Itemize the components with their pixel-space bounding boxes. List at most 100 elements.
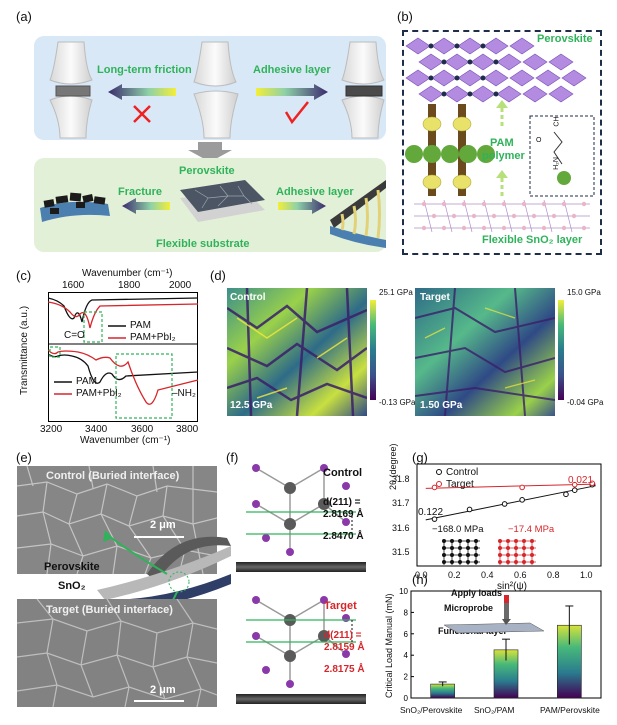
crystal-target-d: d(211) =: [324, 630, 362, 641]
g-ytick: 31.6: [392, 523, 410, 533]
sem-target-image: [17, 599, 217, 707]
adhesive-bottom-label: Adhesive layer: [276, 186, 354, 198]
stress-chart-wrap: [409, 460, 609, 575]
h-category-label: SnO₂/PAM: [474, 705, 515, 715]
c-legend-bottom-pam: PAM: [76, 376, 97, 387]
h-category-label: SnO₂/Perovskite: [400, 705, 463, 715]
g-xtick: 0.0: [415, 570, 428, 580]
h-ytick-label: 2: [404, 673, 409, 682]
afm-target-value: 1.50 GPa: [420, 400, 463, 411]
g-xtick: 0.2: [448, 570, 461, 580]
sno2-layer-label: Flexible SnO₂ layer: [482, 234, 583, 246]
target-lattice-grid: [496, 538, 540, 573]
critical-load-chart: 0 2 4 6 8 10: [399, 587, 602, 703]
device-perovskite-label: Perovskite: [44, 561, 100, 573]
g-xlabel: sin²(ψ): [497, 581, 527, 592]
g-ytick: 31.8: [392, 474, 410, 484]
panel-b: [402, 30, 602, 255]
healthy-joint: [193, 41, 239, 139]
g-point-0: [519, 497, 525, 503]
target-colorbar: [558, 300, 564, 400]
afm-target-max: 15.0 GPa: [567, 288, 601, 297]
film-control-bar: [236, 562, 366, 572]
mol-o: O: [536, 137, 542, 144]
fractured-film: [40, 192, 110, 222]
panel-a: [30, 30, 390, 255]
crystal-target: [236, 584, 366, 694]
g-stress-control: −168.0 MPa: [432, 524, 484, 535]
afm-control-value: 12.5 GPa: [230, 400, 273, 411]
g-ytick: 31.5: [392, 547, 410, 557]
sem-target-title: Target (Buried interface): [46, 604, 173, 616]
fracture-label: Fracture: [118, 186, 163, 198]
perovskite-lattice: [405, 37, 587, 103]
g-point-0: [563, 491, 569, 498]
check-icon: [284, 101, 309, 125]
device-sno2-label: SnO₂: [58, 580, 86, 592]
c-bottom-axis-title: Wavenumber (cm⁻¹): [80, 435, 171, 446]
ftir-pam-top: [47, 297, 199, 323]
g-legend-marker-target: [436, 481, 442, 487]
panel-c-label: (c): [16, 268, 32, 283]
crystal-target-d2: 2.8175 Å: [324, 664, 365, 675]
afm-control-min: -0.13 GPa: [379, 398, 416, 407]
c-top-tick: 2000: [169, 280, 192, 291]
c-legend-top-pampbi2: PAM+PbI₂: [130, 332, 176, 343]
panel-f-label: (f): [226, 450, 239, 465]
g-xtick: 0.6: [514, 570, 527, 580]
c-ylabel: Transmittance (a.u.): [19, 305, 31, 396]
panel-a-art: [34, 36, 386, 252]
c-legend-bottom-pampbi2: PAM+PbI₂: [76, 388, 122, 399]
g-plot-frame: [416, 463, 602, 567]
scale-bottom-label: 2 μm: [150, 684, 176, 696]
probe-inset: [440, 595, 550, 640]
microprobe-label: Microprobe: [444, 603, 494, 613]
ftir-pampbi2-bottom: [47, 349, 199, 405]
c-bottom-tick: 3400: [85, 424, 108, 435]
afm-control-label: Control: [230, 292, 266, 303]
crystal-control-d: d(211) =: [323, 497, 361, 508]
c-bottom-tick: 3200: [40, 424, 63, 435]
panel-b-label: (b): [397, 9, 413, 24]
crystal-control-title: Control: [323, 467, 363, 479]
perovskite-label-b: Perovskite: [537, 33, 593, 45]
sem-control-title: Control (Buried interface): [46, 470, 180, 482]
h-ylabel: Critical Load Manual (mN): [384, 593, 394, 698]
c-bottom-tick: 3600: [131, 424, 154, 435]
g-point-1: [589, 480, 596, 487]
h-ytick-label: 6: [404, 630, 409, 639]
crystal-target-title: Target: [324, 600, 357, 612]
g-point-0: [501, 501, 508, 507]
crystal-control-d2: 2.8470 Å: [323, 531, 364, 542]
g-xtick: 1.0: [580, 570, 593, 580]
control-colorbar: [370, 300, 376, 400]
substrate-label: Flexible substrate: [156, 238, 250, 250]
pam-label: PAM: [490, 137, 514, 149]
panel-h-label: (h): [412, 572, 428, 587]
h-ytick-label: 4: [404, 651, 409, 660]
g-point-1: [571, 481, 578, 488]
adhesive-joint: [341, 41, 385, 139]
afm-control-map: [227, 288, 367, 416]
h-category-label: PAM/Perovskite: [540, 705, 600, 715]
g-point-1: [431, 484, 438, 491]
g-slope-target: 0.021: [568, 475, 594, 486]
panel-e-label: (e): [16, 450, 32, 465]
g-xtick: 0.8: [547, 570, 560, 580]
polymer-label: polymer: [482, 150, 525, 162]
perovskite-label-a: Perovskite: [179, 165, 235, 177]
cross-icon: [133, 105, 151, 123]
c-top-tick: 1600: [62, 280, 85, 291]
afm-target-map: [415, 288, 555, 416]
g-legend-marker-control: [436, 469, 442, 475]
critical-load-chart-wrap: 0 2 4 6 8 10: [395, 585, 607, 710]
panel-d-label: (d): [210, 268, 226, 283]
stress-chart: [416, 463, 602, 567]
g-point-0: [466, 506, 473, 513]
c-top-tick: 1800: [118, 280, 141, 291]
panel-g-label: (g): [412, 450, 428, 465]
g-stress-target: −17.4 MPa: [508, 524, 555, 535]
polymer-chains: [405, 104, 495, 196]
c-top-axis-title: Wavenumber (cm⁻¹): [82, 268, 173, 279]
c-legend-top-pam: PAM: [130, 320, 151, 331]
